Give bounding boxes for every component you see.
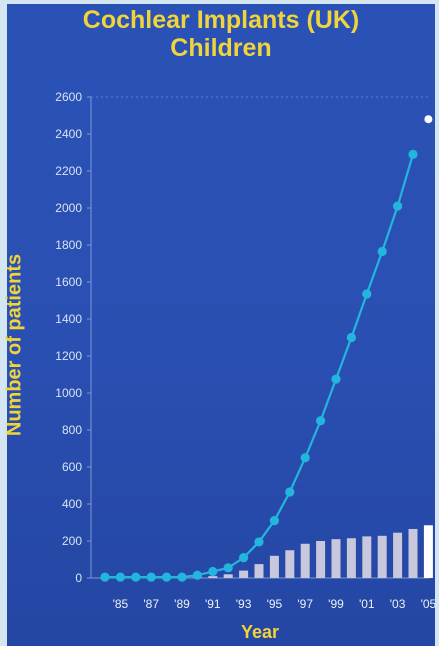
line-point	[177, 572, 187, 582]
bar	[316, 541, 326, 578]
line-point	[362, 289, 372, 299]
x-tick-label: '05	[421, 597, 437, 611]
line-point	[100, 572, 110, 582]
line-point	[254, 537, 264, 547]
y-tick-label: 1600	[55, 275, 82, 289]
line-point	[146, 572, 156, 582]
x-tick-label: '03	[390, 597, 406, 611]
bar	[331, 539, 341, 578]
line-point	[131, 572, 141, 582]
x-tick-label: '87	[143, 597, 159, 611]
bar	[208, 576, 218, 578]
bar	[223, 574, 233, 578]
bar	[377, 535, 387, 578]
line-point	[239, 553, 249, 563]
line-point	[316, 416, 326, 426]
bar	[300, 543, 310, 578]
line-point	[115, 572, 125, 582]
bar	[362, 536, 372, 578]
bar-series	[192, 525, 433, 578]
y-tick-label: 1400	[55, 312, 82, 326]
highlight-point	[424, 115, 433, 124]
x-tick-label: '85	[113, 597, 129, 611]
bar	[393, 532, 403, 578]
line-point	[223, 563, 233, 573]
y-tick-label: 1800	[55, 238, 82, 252]
line-point	[377, 246, 387, 257]
line-point	[208, 566, 218, 577]
x-tick-label: '99	[328, 597, 344, 611]
x-axis-label: Year	[240, 622, 280, 642]
tick-labels: 0 200 400 600 800 1000 1200 1400 1600 1800 2000 220…	[55, 90, 436, 611]
x-tick-label: '97	[297, 597, 313, 611]
line-point	[192, 570, 202, 580]
bar	[346, 538, 356, 578]
line-path	[105, 154, 415, 579]
y-tick-label: 2400	[55, 127, 82, 141]
chart-title-line-2: Children	[170, 34, 272, 62]
y-tick-label: 400	[62, 497, 82, 511]
line-point	[408, 149, 418, 159]
y-tick-label: 2600	[55, 90, 82, 104]
chart-title-line-1: Cochlear Implants (UK)	[82, 6, 360, 34]
x-tick-label: '91	[205, 597, 221, 611]
x-tick-label: '01	[359, 597, 375, 611]
y-tick-label: 2200	[55, 164, 82, 178]
y-tick-label: 800	[62, 423, 82, 437]
line-point	[269, 516, 279, 526]
y-tick-label: 200	[62, 534, 82, 548]
line-point	[346, 332, 356, 343]
line-point	[162, 572, 172, 582]
bar	[408, 528, 418, 578]
y-tick-label: 1200	[55, 349, 82, 363]
y-tick-label: 0	[75, 571, 82, 585]
y-tick-label: 1000	[55, 386, 82, 400]
axes	[87, 96, 430, 579]
line-point	[285, 487, 295, 497]
y-tick-label: 2000	[55, 201, 82, 215]
bar	[254, 564, 264, 578]
line-point	[300, 453, 310, 463]
x-tick-label: '89	[174, 597, 190, 611]
y-tick-label: 600	[62, 460, 82, 474]
bar	[239, 570, 249, 578]
bar	[269, 555, 279, 578]
x-tick-label: '95	[267, 597, 283, 611]
x-tick-label: '93	[236, 597, 252, 611]
chart-title: Cochlear Implants (UK) Children	[7, 6, 435, 62]
bar	[285, 550, 295, 578]
bar	[423, 525, 433, 578]
line-series	[100, 115, 433, 582]
line-point	[393, 201, 403, 211]
line-point	[331, 374, 341, 384]
